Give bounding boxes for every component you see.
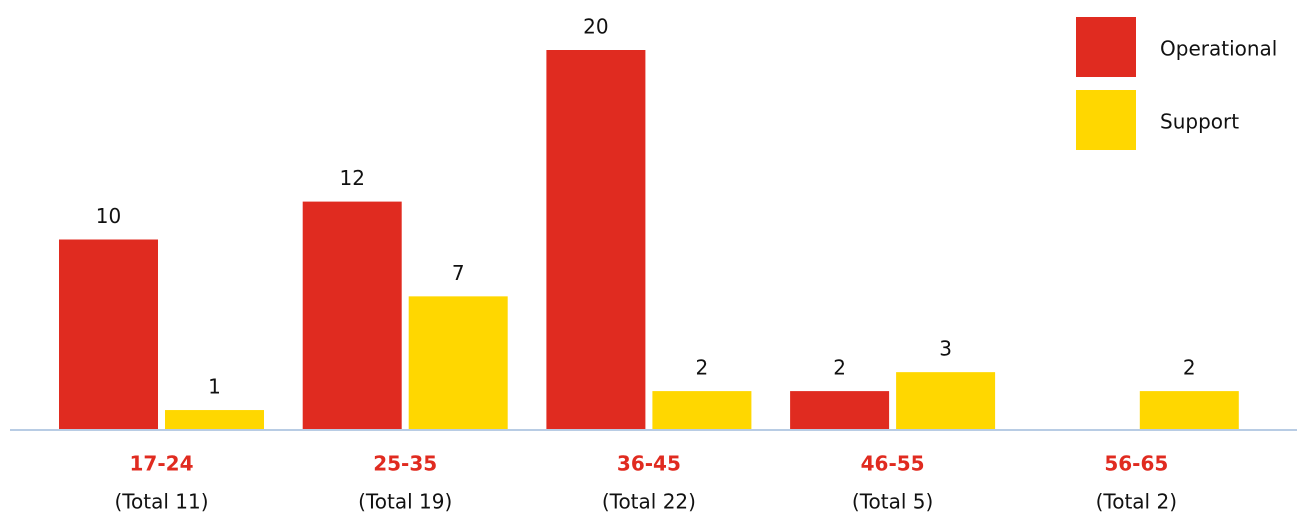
- legend-label: Operational: [1160, 37, 1277, 61]
- x-tick-label: 36-45: [617, 452, 681, 476]
- x-tick-label: 56-65: [1104, 452, 1168, 476]
- value-label: 10: [96, 204, 121, 228]
- value-label: 12: [339, 166, 364, 190]
- value-label: 20: [583, 15, 608, 39]
- bar: [896, 372, 996, 429]
- x-tick-note: (Total 22): [602, 490, 696, 514]
- bar: [408, 296, 508, 429]
- x-tick-label: 17-24: [130, 452, 194, 476]
- legend-label: Support: [1160, 110, 1239, 134]
- bar: [546, 50, 646, 429]
- x-tick-note: (Total 2): [1096, 490, 1177, 514]
- bar: [59, 239, 158, 429]
- x-tick-label: 25-35: [373, 452, 437, 476]
- bar: [652, 391, 752, 429]
- legend-swatch: [1076, 90, 1136, 150]
- legend-swatch: [1076, 17, 1136, 77]
- value-label: 2: [833, 356, 846, 380]
- value-label: 3: [939, 337, 952, 361]
- value-label: 2: [1183, 356, 1196, 380]
- bar: [165, 410, 264, 429]
- bar: [302, 201, 402, 429]
- value-label: 2: [696, 356, 709, 380]
- x-tick-label: 46-55: [861, 452, 925, 476]
- value-label: 1: [208, 375, 221, 399]
- bar: [1139, 391, 1239, 429]
- bar: [790, 391, 890, 429]
- x-tick-note: (Total 19): [358, 490, 452, 514]
- value-label: 7: [452, 261, 465, 285]
- x-tick-note: (Total 5): [852, 490, 933, 514]
- x-tick-note: (Total 11): [114, 490, 208, 514]
